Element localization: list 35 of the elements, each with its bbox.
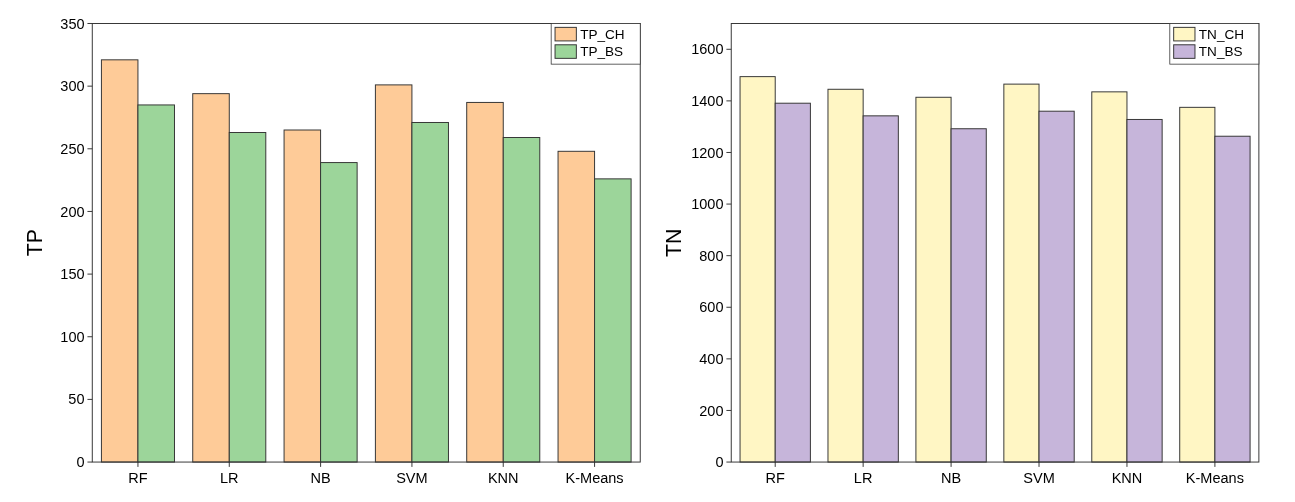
y-tick-label: 100 (60, 328, 85, 345)
y-tick-label: 50 (68, 391, 85, 408)
x-tick-label: LR (853, 470, 873, 487)
y-tick-label: 300 (60, 78, 85, 95)
x-tick-label: RF (765, 470, 786, 487)
legend-label: TP_CH (580, 26, 625, 42)
y-tick-label: 400 (699, 350, 724, 367)
x-tick-label: SVM (396, 470, 428, 487)
y-tick-label: 0 (715, 454, 724, 471)
y-tick-label: 200 (60, 203, 85, 220)
x-tick-label: NB (941, 470, 962, 487)
y-tick-label: 800 (699, 247, 724, 264)
y-axis-title: TN (661, 228, 686, 257)
x-tick-label: K-Means (1185, 470, 1244, 487)
y-tick-label: 200 (699, 402, 724, 419)
y-tick-label: 1000 (691, 196, 724, 213)
y-tick-label: 600 (699, 299, 724, 316)
x-tick-label: NB (310, 470, 331, 487)
x-tick-label: RF (128, 470, 148, 487)
legend-label: TN_CH (1198, 26, 1245, 42)
y-tick-label: 1200 (691, 144, 724, 161)
x-tick-label: KNN (487, 470, 519, 487)
y-axis-title: TP (22, 229, 47, 257)
x-tick-label: SVM (1023, 470, 1055, 487)
x-tick-label: K-Means (565, 470, 624, 487)
y-tick-label: 350 (60, 15, 85, 32)
x-tick-label: KNN (1111, 470, 1143, 487)
y-tick-label: 150 (60, 266, 85, 283)
y-tick-label: 0 (76, 454, 85, 471)
y-tick-label: 250 (60, 140, 85, 157)
legend-label: TP_BS (580, 44, 624, 60)
x-tick-label: LR (219, 470, 239, 487)
y-tick-label: 1400 (691, 92, 724, 109)
y-tick-label: 1600 (691, 41, 724, 58)
legend-label: TN_BS (1198, 44, 1243, 60)
